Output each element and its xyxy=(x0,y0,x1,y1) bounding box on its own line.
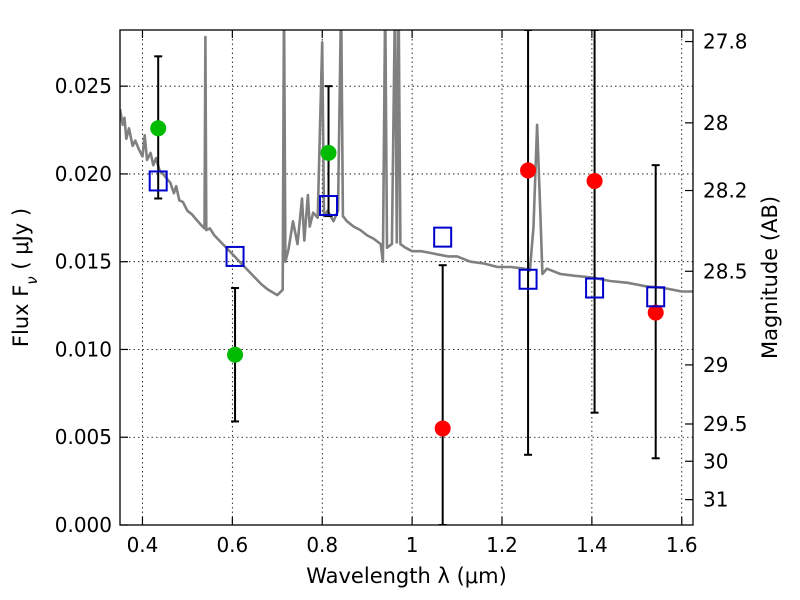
photometry-point xyxy=(586,172,603,189)
photometry-point xyxy=(647,304,664,321)
y-tick-label: 0.015 xyxy=(55,250,112,274)
model-square-point xyxy=(319,195,339,217)
x-axis-label: Wavelength λ (μm) xyxy=(306,564,507,588)
model-square-point xyxy=(148,170,168,192)
y-tick-label: 0.000 xyxy=(55,513,112,537)
x-tick-label: 0.6 xyxy=(216,533,248,557)
model-square-point xyxy=(225,245,245,267)
y-axis-label-unit: ( μJy ) xyxy=(9,208,33,276)
right-tick-label: 28 xyxy=(703,111,728,135)
photometry-point xyxy=(520,162,537,179)
x-tick-label: 1 xyxy=(406,533,419,557)
right-tick-label: 30 xyxy=(703,449,728,473)
model-square-point xyxy=(433,226,453,248)
y-tick-label: 0.025 xyxy=(55,74,112,98)
photometry-point xyxy=(150,120,167,137)
y-axis-label-main: Flux F xyxy=(9,285,33,347)
model-square-point xyxy=(518,268,538,290)
template-spectrum-line xyxy=(120,30,693,297)
right-tick-label: 28.2 xyxy=(703,179,748,203)
right-tick-label: 29 xyxy=(703,353,728,377)
photometry-point xyxy=(320,144,337,161)
y-tick-label: 0.020 xyxy=(55,162,112,186)
x-tick-label: 1.6 xyxy=(666,533,698,557)
x-tick-label: 0.8 xyxy=(306,533,338,557)
right-tick-label: 31 xyxy=(703,488,728,512)
axis-ticks: 0.4 0.6 0.8 1 1.2 1.4 1.6 0.000 0.005 0.010 0.015 0… xyxy=(55,30,748,557)
right-tick-label: 28.5 xyxy=(703,259,748,283)
x-tick-label: 1.4 xyxy=(576,533,608,557)
right-tick-label: 27.8 xyxy=(703,30,748,54)
y-tick-label: 0.010 xyxy=(55,337,112,361)
model-square-point xyxy=(646,286,666,308)
right-axis-label: Magnitude (AB) xyxy=(758,196,782,359)
photometry-point xyxy=(434,420,451,437)
x-tick-label: 0.4 xyxy=(127,533,159,557)
photometry-point xyxy=(227,346,244,363)
plot-area xyxy=(120,30,693,525)
model-square-point xyxy=(585,277,605,299)
x-tick-label: 1.2 xyxy=(486,533,518,557)
right-tick-label: 29.5 xyxy=(703,412,748,436)
y-tick-label: 0.005 xyxy=(55,425,112,449)
plot-frame xyxy=(119,29,694,526)
y-axis-label-subscript: ν xyxy=(23,276,41,284)
y-axis-label: Flux Fν ( μJy ) xyxy=(9,208,41,347)
